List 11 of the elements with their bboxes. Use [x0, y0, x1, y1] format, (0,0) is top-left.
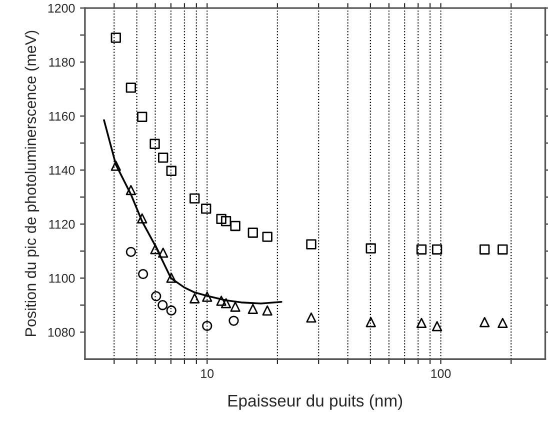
x-tick-label: 10 [201, 369, 214, 378]
y-tick-label: 1180 [49, 58, 75, 67]
y-tick-label: 1200 [48, 4, 75, 13]
y-tick-label: 1160 [49, 112, 75, 121]
y-tick-label: 1100 [49, 274, 75, 283]
y-tick-label: 1120 [49, 220, 75, 229]
x-axis-title: Epaisseur du puits (nm) [228, 394, 402, 410]
x-tick-label: 100 [431, 369, 451, 378]
y-tick-label: 1080 [48, 328, 75, 337]
y-axis-title: Position du pic de photoluminerscence (meV) [24, 30, 40, 336]
y-tick-label: 1140 [49, 166, 75, 175]
